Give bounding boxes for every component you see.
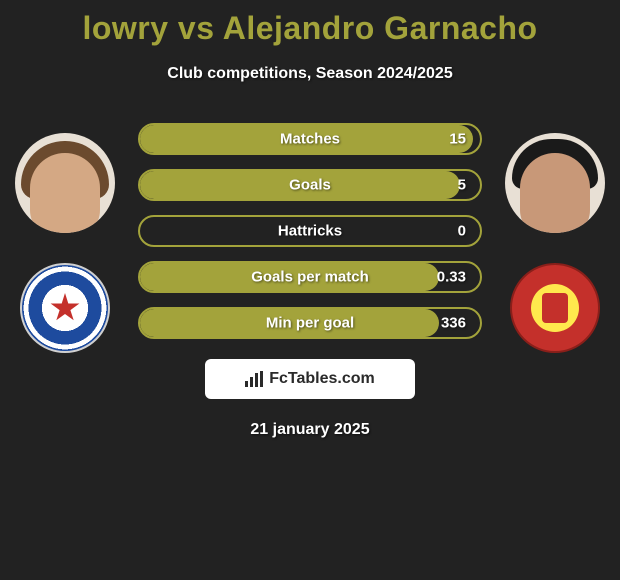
stat-label: Matches bbox=[280, 131, 340, 148]
stat-value: 336 bbox=[441, 315, 466, 332]
club-badge-left bbox=[20, 263, 110, 353]
bar-chart-icon bbox=[245, 371, 263, 387]
stat-pill: Matches 15 bbox=[138, 123, 482, 155]
club-badge-right bbox=[510, 263, 600, 353]
stats-column: Matches 15 Goals 5 Hattricks 0 Goals per match… bbox=[120, 123, 500, 399]
player-right-avatar bbox=[505, 133, 605, 233]
stat-pill: Hattricks 0 bbox=[138, 215, 482, 247]
watermark-badge: FcTables.com bbox=[205, 359, 415, 399]
stat-label: Goals per match bbox=[251, 269, 369, 286]
date-label: 21 january 2025 bbox=[0, 421, 620, 439]
subtitle: Club competitions, Season 2024/2025 bbox=[0, 65, 620, 83]
watermark-text: FcTables.com bbox=[269, 370, 375, 388]
stat-label: Hattricks bbox=[278, 223, 342, 240]
stat-label: Goals bbox=[289, 177, 331, 194]
right-column bbox=[500, 123, 610, 353]
content-row: Matches 15 Goals 5 Hattricks 0 Goals per match… bbox=[0, 123, 620, 399]
stat-value: 5 bbox=[458, 177, 466, 194]
stat-label: Min per goal bbox=[266, 315, 354, 332]
player-left-avatar bbox=[15, 133, 115, 233]
stat-value: 0.33 bbox=[437, 269, 466, 286]
left-column bbox=[10, 123, 120, 353]
stat-value: 15 bbox=[449, 131, 466, 148]
stat-pill: Min per goal 336 bbox=[138, 307, 482, 339]
stat-pill: Goals per match 0.33 bbox=[138, 261, 482, 293]
page-title: lowry vs Alejandro Garnacho bbox=[0, 0, 620, 47]
stat-pill: Goals 5 bbox=[138, 169, 482, 201]
stat-value: 0 bbox=[458, 223, 466, 240]
comparison-card: lowry vs Alejandro Garnacho Club competi… bbox=[0, 0, 620, 580]
